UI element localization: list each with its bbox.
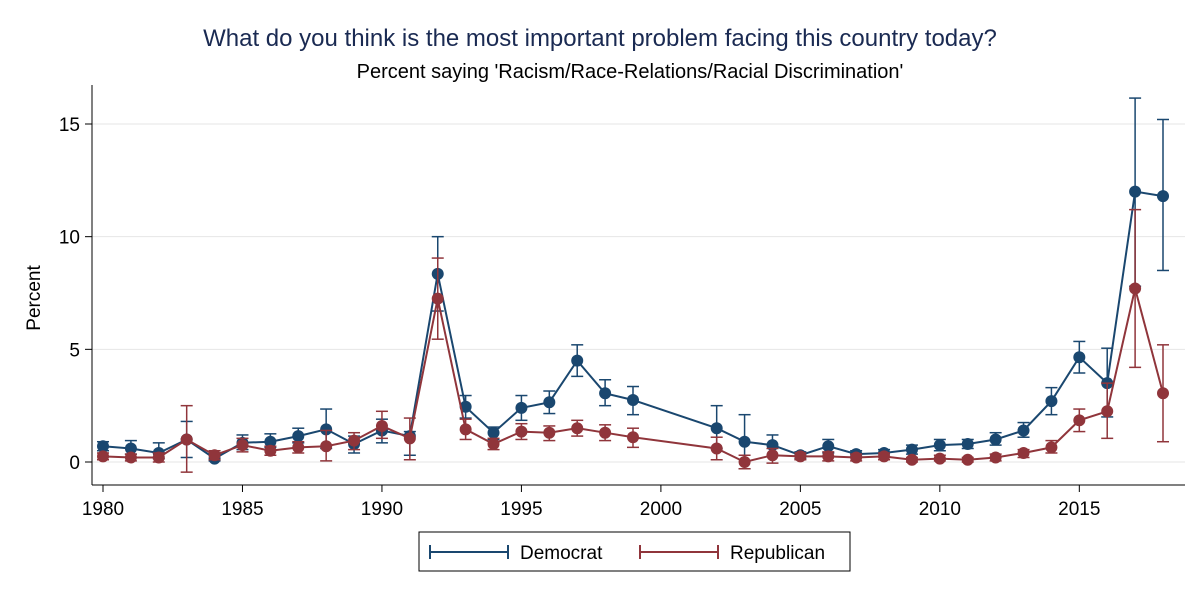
legend: Democrat Republican xyxy=(418,531,851,572)
data-point-republican-1987 xyxy=(292,441,305,454)
data-point-republican-1981 xyxy=(124,451,137,464)
legend-label-republican: Republican xyxy=(730,543,825,564)
data-point-republican-2011 xyxy=(961,453,974,466)
data-point-democrat-2014 xyxy=(1045,395,1058,408)
x-tick-label-1995: 1995 xyxy=(500,499,542,520)
axes: 0 5 10 15 1980 1985 1990 1995 2000 2005 2010 2015 xyxy=(59,85,1185,520)
data-point-republican-1994 xyxy=(487,437,500,450)
legend-swatch-democrat xyxy=(429,545,509,559)
data-point-democrat-2009 xyxy=(905,443,918,456)
series-layer xyxy=(97,97,1169,473)
data-point-democrat-2017 xyxy=(1129,185,1142,198)
data-point-republican-1980 xyxy=(97,450,109,463)
x-tick-label-2015: 2015 xyxy=(1058,499,1100,520)
data-point-democrat-1981 xyxy=(124,442,137,455)
data-point-democrat-1994 xyxy=(487,426,500,439)
series-republican xyxy=(97,208,1169,473)
data-point-republican-2003 xyxy=(738,456,751,468)
data-point-republican-1992 xyxy=(431,292,444,305)
x-tick-label-2000: 2000 xyxy=(640,499,682,520)
data-point-republican-2015 xyxy=(1073,414,1086,427)
data-point-republican-1990 xyxy=(375,419,388,432)
data-point-republican-2002 xyxy=(710,442,723,455)
data-point-republican-1984 xyxy=(208,449,221,462)
data-point-republican-1997 xyxy=(571,422,584,435)
data-point-republican-1991 xyxy=(403,432,416,445)
data-point-democrat-1998 xyxy=(599,387,612,400)
data-point-republican-1989 xyxy=(348,434,361,447)
data-point-republican-1986 xyxy=(264,444,277,457)
x-tick-label-2010: 2010 xyxy=(919,499,961,520)
y-tick-label-15: 15 xyxy=(59,115,80,136)
data-point-republican-1999 xyxy=(627,431,639,444)
chart-title: What do you think is the most important … xyxy=(203,25,997,52)
data-point-republican-2006 xyxy=(822,450,835,463)
data-point-republican-1993 xyxy=(459,423,472,436)
legend-label-democrat: Democrat xyxy=(520,543,603,564)
data-point-republican-1983 xyxy=(180,433,193,446)
data-point-democrat-1997 xyxy=(571,354,584,367)
data-point-democrat-1987 xyxy=(292,430,305,443)
data-point-republican-2012 xyxy=(989,451,1002,464)
legend-swatch-republican xyxy=(639,545,719,559)
data-point-democrat-1999 xyxy=(627,394,639,407)
data-point-republican-1998 xyxy=(599,426,612,439)
data-point-republican-2004 xyxy=(766,449,779,462)
data-point-democrat-2010 xyxy=(933,439,946,452)
data-point-democrat-1988 xyxy=(320,423,333,436)
data-point-republican-2016 xyxy=(1101,405,1114,418)
data-point-republican-2017 xyxy=(1129,282,1142,295)
y-tick-label-10: 10 xyxy=(59,228,80,249)
y-tick-label-5: 5 xyxy=(69,340,80,361)
data-point-democrat-1980 xyxy=(97,440,109,453)
data-point-republican-1996 xyxy=(543,426,556,439)
y-tick-label-0: 0 xyxy=(69,453,80,474)
data-point-democrat-1986 xyxy=(264,435,277,448)
data-point-republican-2013 xyxy=(1017,446,1030,459)
chart-subtitle: Percent saying 'Racism/Race-Relations/Ra… xyxy=(357,61,904,83)
gridlines xyxy=(92,123,1185,463)
data-point-democrat-2006 xyxy=(822,440,835,453)
data-point-republican-1988 xyxy=(320,440,333,453)
data-point-republican-2008 xyxy=(878,450,891,463)
data-point-republican-2018 xyxy=(1157,387,1169,400)
data-point-democrat-2012 xyxy=(989,433,1002,446)
data-point-democrat-2011 xyxy=(961,437,974,450)
x-tick-label-1990: 1990 xyxy=(361,499,403,520)
data-point-republican-2014 xyxy=(1045,441,1058,454)
data-point-republican-1982 xyxy=(152,451,165,464)
data-point-democrat-1993 xyxy=(459,400,472,413)
data-point-democrat-2013 xyxy=(1017,424,1030,437)
data-point-republican-2010 xyxy=(933,452,946,465)
data-point-republican-2007 xyxy=(850,451,863,464)
data-point-democrat-2003 xyxy=(738,435,751,448)
data-point-democrat-2002 xyxy=(710,422,723,435)
data-point-republican-2009 xyxy=(905,453,918,466)
data-point-democrat-2015 xyxy=(1073,351,1086,364)
data-point-republican-2005 xyxy=(794,450,807,463)
y-axis-label: Percent xyxy=(24,265,45,331)
data-point-democrat-1995 xyxy=(515,401,528,414)
data-point-republican-1995 xyxy=(515,425,528,438)
x-tick-label-1985: 1985 xyxy=(221,499,263,520)
x-tick-label-1980: 1980 xyxy=(82,499,124,520)
data-point-republican-1985 xyxy=(236,439,249,452)
x-tick-label-2005: 2005 xyxy=(779,499,821,520)
data-point-democrat-2018 xyxy=(1157,190,1169,203)
data-point-democrat-1996 xyxy=(543,396,556,409)
